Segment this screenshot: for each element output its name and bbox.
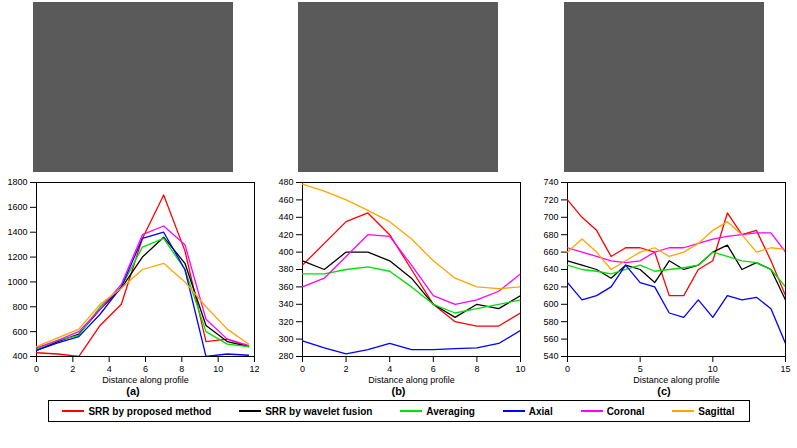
html-text:Averaging: Averaging — [426, 405, 475, 417]
svg-text:4: 4 — [107, 364, 112, 374]
svg-text:360: 360 — [278, 282, 293, 292]
svg-text:720: 720 — [543, 195, 558, 205]
svg-text:1800: 1800 — [7, 177, 27, 187]
svg-text:740: 740 — [543, 177, 558, 187]
svg-text:400: 400 — [12, 351, 27, 361]
svg-text:380: 380 — [278, 264, 293, 274]
svg-text:660: 660 — [543, 247, 558, 257]
svg-text:6: 6 — [430, 364, 435, 374]
svg-text:1400: 1400 — [7, 227, 27, 237]
svg-text:680: 680 — [543, 230, 558, 240]
svg-text:800: 800 — [12, 302, 27, 312]
svg-text:6: 6 — [143, 364, 148, 374]
svg-text:1200: 1200 — [7, 252, 27, 262]
html-text:Sagittal: Sagittal — [698, 405, 735, 417]
svg-text:340: 340 — [278, 299, 293, 309]
html-text:Axial: Axial — [528, 405, 553, 417]
svg-text:1600: 1600 — [7, 202, 27, 212]
svg-text:Distance along profile: Distance along profile — [102, 375, 189, 385]
svg-text:540: 540 — [543, 351, 558, 361]
svg-text:600: 600 — [543, 299, 558, 309]
html-text:(b): (b) — [391, 385, 406, 397]
svg-text:460: 460 — [278, 195, 293, 205]
html-text:(c): (c) — [657, 385, 671, 397]
svg-text:0: 0 — [299, 364, 304, 374]
html-text:SRR by proposed method: SRR by proposed method — [88, 405, 212, 417]
html-text:Coronal: Coronal — [606, 405, 645, 417]
svg-text:4: 4 — [387, 364, 392, 374]
svg-text:0: 0 — [565, 364, 570, 374]
svg-text:300: 300 — [278, 334, 293, 344]
svg-text:8: 8 — [474, 364, 479, 374]
svg-text:440: 440 — [278, 212, 293, 222]
svg-text:700: 700 — [543, 212, 558, 222]
svg-text:5: 5 — [638, 364, 643, 374]
svg-text:15: 15 — [780, 364, 790, 374]
svg-text:Distance along profile: Distance along profile — [633, 375, 720, 385]
svg-text:620: 620 — [543, 282, 558, 292]
svg-text:8: 8 — [179, 364, 184, 374]
svg-text:2: 2 — [343, 364, 348, 374]
svg-text:600: 600 — [12, 327, 27, 337]
svg-text:320: 320 — [278, 317, 293, 327]
html-text:SRR by wavelet fusion: SRR by wavelet fusion — [265, 405, 373, 417]
svg-text:10: 10 — [708, 364, 718, 374]
svg-text:2: 2 — [70, 364, 75, 374]
svg-text:580: 580 — [543, 317, 558, 327]
svg-text:640: 640 — [543, 264, 558, 274]
svg-text:280: 280 — [278, 351, 293, 361]
html-text:(a): (a) — [126, 385, 140, 397]
svg-text:400: 400 — [278, 247, 293, 257]
svg-text:480: 480 — [278, 177, 293, 187]
svg-text:420: 420 — [278, 230, 293, 240]
svg-text:10: 10 — [515, 364, 525, 374]
svg-text:0: 0 — [34, 364, 39, 374]
svg-text:Distance along profile: Distance along profile — [368, 375, 455, 385]
svg-text:1000: 1000 — [7, 277, 27, 287]
svg-text:10: 10 — [213, 364, 223, 374]
svg-text:12: 12 — [249, 364, 259, 374]
svg-text:560: 560 — [543, 334, 558, 344]
